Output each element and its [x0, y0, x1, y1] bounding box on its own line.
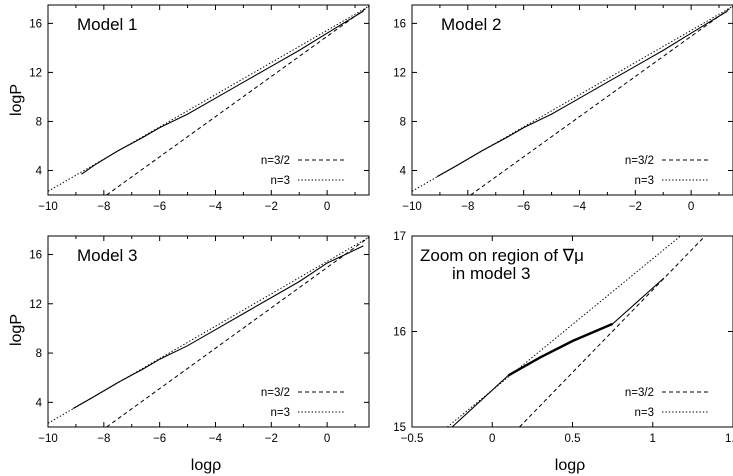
x-tick-label: −2: [265, 201, 278, 213]
panel-title: Model 1: [77, 15, 137, 34]
y-tick-label: 12: [393, 67, 406, 79]
x-axis-label-right: logρ: [555, 457, 585, 474]
chart-panel-2: −10 −8 −6 −4 −2 0 4 8 12 16 Model 2 n=3/2 n=3: [393, 4, 733, 213]
y-tick-label: 12: [29, 299, 42, 311]
x-tick-label: −8: [97, 433, 110, 445]
x-tick-label: 0: [489, 433, 495, 445]
x-tick-label: 0.5: [565, 433, 581, 445]
legend-label: n=3/2: [625, 387, 654, 399]
x-tick-label: −2: [629, 201, 642, 213]
model-curve: [81, 10, 364, 175]
plot-frame: [47, 235, 370, 428]
x-tick-label: 0: [324, 201, 330, 213]
x-tick-label: −4: [209, 433, 223, 445]
legend-label: n=3/2: [625, 155, 654, 167]
chart-panel-4: −0.5 0 0.5 1 1.5 15 16 17 Zoom on region of ∇μin…: [393, 231, 733, 445]
model-curve: [72, 245, 364, 409]
y-tick-label: 4: [36, 397, 43, 409]
y-tick-label: 16: [29, 249, 42, 261]
panel-title: Model 2: [441, 15, 501, 34]
model-curve: [612, 277, 665, 325]
chart-panel-3: −10 −8 −6 −4 −2 0 4 8 12 16 Model 3 n=3/2 n=3: [29, 235, 370, 445]
x-axis-label-left: logρ: [191, 457, 221, 474]
series-line-n=3: [48, 5, 369, 192]
chart-panels: −10 −8 −6 −4 −2 0 4 8 12 16 Model 1 n=3/2 n=3 −10 −8 −6…: [29, 4, 733, 445]
y-axis-label-top: logP: [8, 84, 25, 116]
x-tick-label: −6: [153, 201, 166, 213]
x-tick-label: −6: [153, 433, 166, 445]
series-line-n=3/2: [470, 5, 733, 195]
legend-label: n=3: [270, 175, 290, 187]
series-line-n=3/2: [106, 5, 369, 195]
y-tick-label: 16: [393, 327, 406, 339]
series-line-n=3: [412, 5, 733, 192]
x-tick-label: −10: [38, 201, 58, 213]
series-line-n=3: [446, 236, 682, 427]
x-tick-label: −2: [265, 433, 278, 445]
x-tick-label: −4: [209, 201, 223, 213]
x-tick-label: 0: [688, 201, 694, 213]
legend-label: n=3/2: [261, 155, 290, 167]
chart-panel-1: −10 −8 −6 −4 −2 0 4 8 12 16 Model 1 n=3/2 n=3: [29, 4, 370, 213]
y-tick-label: 8: [36, 348, 42, 360]
series-line-n=3/2: [519, 236, 706, 427]
x-tick-label: −10: [402, 201, 422, 213]
panel-title: Model 3: [77, 246, 137, 265]
y-axis-label-bottom: logP: [8, 314, 25, 346]
legend-label: n=3: [270, 407, 290, 419]
x-tick-label: −4: [573, 201, 587, 213]
panel-title: Zoom on region of ∇μ: [420, 246, 584, 265]
x-tick-label: −10: [38, 433, 58, 445]
plot-frame: [411, 4, 733, 196]
x-tick-label: 1.5: [725, 433, 733, 445]
y-tick-label: 15: [393, 422, 406, 434]
legend-label: n=3: [634, 407, 654, 419]
x-tick-label: −8: [97, 201, 110, 213]
model-curve: [451, 374, 509, 427]
x-tick-label: 1: [650, 433, 656, 445]
y-tick-label: 12: [29, 67, 42, 79]
series-line-n=3: [48, 236, 369, 424]
y-tick-label: 8: [400, 116, 406, 128]
legend-label: n=3: [634, 175, 654, 187]
y-tick-label: 16: [393, 18, 406, 30]
y-tick-label: 17: [393, 231, 406, 243]
y-tick-label: 4: [400, 165, 407, 177]
model-curve: [507, 322, 614, 377]
legend-label: n=3/2: [261, 387, 290, 399]
x-tick-label: −0.5: [401, 433, 424, 445]
plot-frame: [47, 4, 370, 196]
y-tick-label: 4: [36, 165, 43, 177]
x-tick-label: −6: [517, 201, 530, 213]
series-line-n=3/2: [106, 236, 369, 427]
y-tick-label: 8: [36, 116, 42, 128]
panel-title-line-2: in model 3: [452, 264, 530, 283]
y-tick-label: 16: [29, 18, 42, 30]
x-tick-label: 0: [324, 433, 330, 445]
x-tick-label: −8: [461, 201, 474, 213]
